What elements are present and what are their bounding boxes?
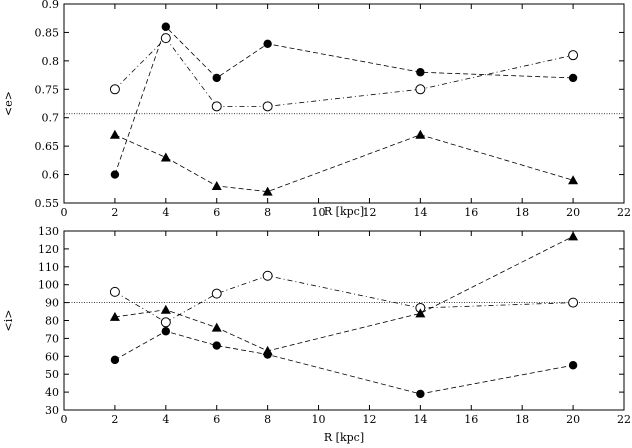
y-axis-label: <e>: [2, 91, 15, 116]
series-line: [114, 236, 574, 352]
data-point: [568, 50, 579, 61]
panel-2: 0 2 4 6 8 10 12 14 16 18 20 22 30 40 50 60 70 80 90 100 110 1…: [2, 225, 631, 444]
x-tick-label: 0: [61, 206, 68, 219]
data-point: [109, 84, 120, 95]
x-tick-label: 6: [213, 413, 220, 426]
data-point: [211, 288, 222, 299]
y-axis-label: <i>: [2, 310, 15, 332]
data-point: [568, 175, 579, 185]
data-point: [161, 327, 171, 336]
y-tick-label: 60: [45, 350, 59, 363]
data-point: [416, 68, 425, 77]
data-point: [262, 186, 273, 196]
series-filled-circle: [110, 327, 578, 399]
y-tick-label: 0.7: [42, 112, 60, 125]
x-tick-label: 2: [111, 206, 118, 219]
x-tick-label: 16: [464, 413, 478, 426]
x-tick-label: 6: [213, 206, 220, 219]
x-tick-label: 4: [162, 413, 169, 426]
data-point: [160, 152, 171, 162]
plot-frame: [63, 230, 625, 411]
x-tick-label: 0: [61, 413, 68, 426]
x-tick-label: 20: [566, 206, 580, 219]
data-point: [262, 101, 273, 112]
y-tick-label: 110: [38, 261, 59, 274]
series-line: [114, 134, 574, 193]
x-tick-label: 14: [413, 206, 427, 219]
y-tick-label: 100: [38, 279, 59, 292]
x-tick-label: 18: [515, 206, 529, 219]
data-point: [568, 73, 578, 83]
x-tick-label: 8: [264, 206, 271, 219]
series-open-circle: [109, 33, 579, 112]
y-tick-label: 0.9: [42, 0, 60, 11]
x-tick-label: 22: [617, 206, 631, 219]
series-open-circle: [109, 270, 579, 328]
y-tick-label: 0.65: [35, 140, 60, 153]
series-line: [114, 37, 574, 107]
x-tick-label: 16: [464, 206, 478, 219]
data-point: [109, 129, 120, 139]
y-tick-label: 70: [45, 332, 59, 345]
data-point: [416, 389, 425, 399]
data-point: [212, 73, 221, 83]
x-tick-label: 4: [162, 206, 169, 219]
series-line: [114, 330, 574, 395]
data-point: [568, 231, 579, 241]
x-tick-label: 10: [312, 413, 326, 426]
y-tick-label: 0.85: [35, 26, 60, 39]
data-point: [211, 322, 222, 332]
data-point: [160, 33, 171, 44]
x-axis-label: R [kpc]: [324, 431, 364, 444]
y-tick-label: 0.75: [35, 83, 60, 96]
data-point: [262, 270, 273, 281]
series-line: [114, 26, 574, 175]
data-point: [212, 341, 221, 350]
x-tick-label: 12: [362, 206, 376, 219]
data-point: [109, 286, 120, 297]
y-tick-label: 130: [38, 225, 59, 238]
data-point: [211, 180, 222, 190]
x-tick-label: 22: [617, 413, 631, 426]
data-point: [161, 22, 171, 31]
data-point: [263, 39, 272, 48]
data-point: [415, 84, 426, 95]
plot-frame: [63, 3, 625, 204]
x-tick-label: 8: [264, 413, 271, 426]
data-point: [568, 361, 578, 370]
y-tick-label: 40: [45, 386, 59, 399]
y-tick-label: 50: [45, 368, 59, 381]
y-tick-label: 0.6: [42, 169, 60, 182]
series-filled-triangle: [109, 129, 579, 196]
y-tick-label: 0.55: [35, 197, 60, 210]
series-filled-triangle: [109, 231, 579, 355]
data-point: [110, 355, 120, 365]
x-tick-label: 2: [111, 413, 118, 426]
x-tick-label: 20: [566, 413, 580, 426]
x-axis-label: R [kpc]: [324, 205, 364, 218]
data-point: [110, 170, 120, 179]
x-tick-label: 12: [362, 413, 376, 426]
data-point: [568, 297, 579, 308]
panel-1: 0 2 4 6 8 10 12 14 16 18 20 22 0.55 0.6 0.65 0.7 0.75 0.8…: [2, 0, 631, 219]
data-point: [160, 317, 171, 328]
y-tick-label: 0.8: [42, 55, 60, 68]
series-line: [114, 275, 574, 323]
series-filled-circle: [110, 22, 578, 179]
x-tick-label: 14: [413, 413, 427, 426]
y-tick-label: 30: [45, 404, 59, 417]
x-tick-label: 10: [312, 206, 326, 219]
data-point: [415, 129, 426, 139]
data-point: [160, 304, 171, 314]
y-tick-label: 80: [45, 315, 59, 328]
y-tick-label: 90: [45, 297, 59, 310]
data-point: [211, 101, 222, 112]
x-tick-label: 18: [515, 413, 529, 426]
y-tick-label: 120: [38, 243, 59, 256]
data-point: [415, 308, 426, 318]
data-point: [262, 345, 273, 355]
data-point: [109, 311, 120, 321]
